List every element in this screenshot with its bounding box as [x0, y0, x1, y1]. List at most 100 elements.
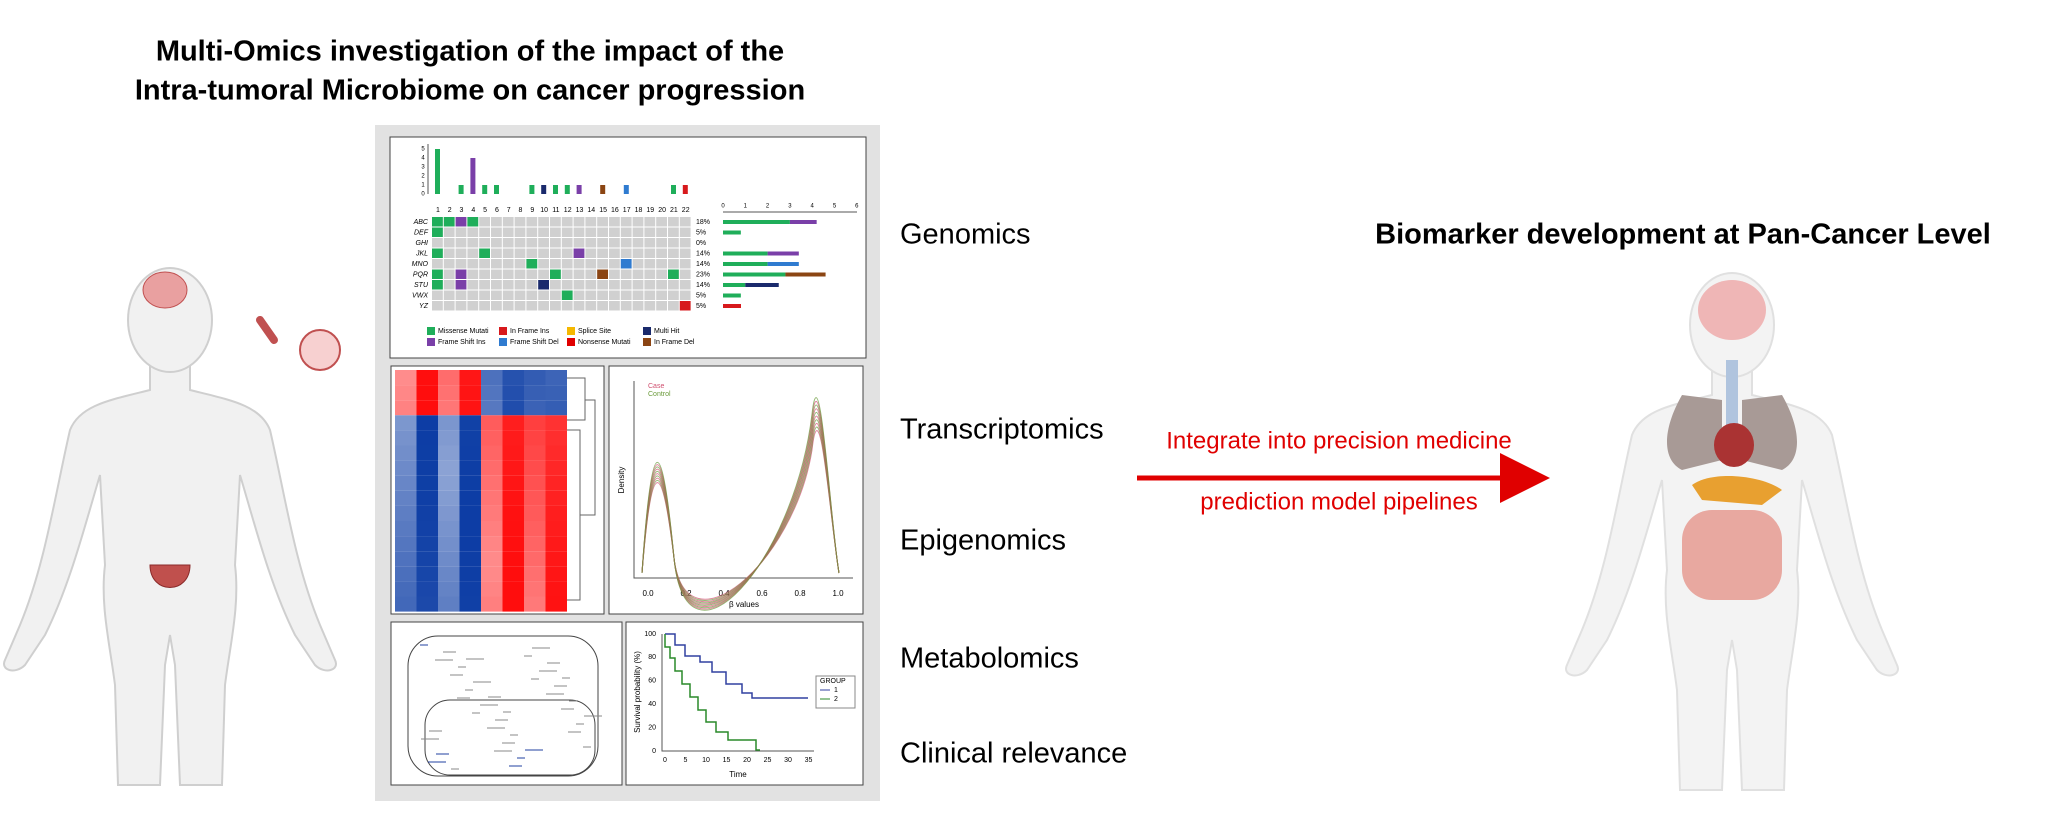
gene-label: MNO: [412, 261, 429, 268]
axis-label: 4: [421, 156, 425, 162]
heatmap-cell: [524, 536, 546, 552]
heatmap-cell: [481, 475, 503, 491]
heatmap-cell: [459, 551, 481, 567]
omics-label: Metabolomics: [900, 643, 1079, 675]
side-bar: [767, 262, 799, 266]
percent-label: 14%: [696, 282, 710, 289]
legend-swatch: [499, 327, 507, 335]
top-bar: [529, 185, 535, 194]
heatmap-cell: [481, 536, 503, 552]
column-label: 13: [576, 207, 584, 214]
grid-cell: [514, 301, 526, 311]
heatmap-cell: [395, 445, 417, 461]
grid-cell: [644, 238, 656, 248]
axis-label: 6: [855, 204, 859, 210]
axis-line: [633, 381, 853, 579]
heatmap-cell: [481, 415, 503, 431]
grid-cell: [573, 269, 585, 279]
y-axis-label: Density: [617, 467, 626, 494]
mutation-cell: [550, 269, 561, 279]
grid-cell: [502, 290, 514, 300]
heatmap-cell: [524, 460, 546, 476]
top-bar: [623, 185, 629, 194]
heatmap-cell: [545, 430, 567, 446]
grid-cell: [479, 280, 490, 290]
grid-cell: [467, 280, 479, 290]
grid-cell: [467, 290, 479, 300]
side-bar: [767, 251, 799, 256]
grid-cell: [573, 227, 585, 237]
heatmap-cell: [524, 566, 546, 582]
right-title: Biomarker development at Pan-Cancer Leve…: [1375, 219, 1991, 251]
heatmap-cell: [481, 385, 503, 401]
column-label: 22: [682, 207, 690, 214]
heatmap-cell: [438, 475, 460, 491]
grid-cell: [597, 280, 608, 290]
heatmap-cell: [545, 596, 567, 612]
grid-cell: [514, 217, 526, 227]
column-label: 17: [623, 207, 631, 214]
heatmap-cell: [524, 521, 546, 537]
grid-cell: [538, 269, 549, 279]
heatmap-cell: [524, 385, 546, 401]
grid-cell: [479, 259, 490, 269]
heatmap-cell: [438, 430, 460, 446]
heatmap-cell: [545, 385, 567, 401]
axis-label: 1: [421, 183, 425, 189]
heatmap-cell: [481, 581, 503, 597]
x-axis-label: Time: [729, 770, 747, 779]
grid-cell: [432, 290, 443, 300]
grid-cell: [514, 227, 526, 237]
top-bar: [470, 158, 476, 194]
grid-cell: [644, 227, 656, 237]
column-label: 7: [507, 207, 511, 214]
grid-cell: [538, 259, 549, 269]
grid-cell: [632, 301, 644, 311]
heatmap-cell: [481, 490, 503, 506]
heatmap-cell: [438, 521, 460, 537]
grid-cell: [467, 248, 479, 258]
mutation-cell: [620, 259, 632, 269]
side-bar: [723, 230, 741, 235]
grid-cell: [609, 301, 620, 311]
grid-cell: [644, 301, 656, 311]
side-bar: [723, 262, 768, 266]
grid-cell: [597, 217, 608, 227]
grid-cell: [561, 227, 573, 237]
grid-cell: [573, 238, 585, 248]
grid-cell: [443, 238, 455, 248]
heatmap-cell: [395, 385, 417, 401]
heatmap-cell: [459, 521, 481, 537]
heatmap-cell: [502, 400, 524, 416]
top-bar: [564, 185, 570, 194]
heatmap-cell: [395, 430, 417, 446]
heatmap-cell: [481, 505, 503, 521]
axis-label: 0: [721, 204, 725, 210]
grid-cell: [668, 217, 679, 227]
heatmap-cell: [481, 400, 503, 416]
side-bar: [723, 293, 741, 298]
grid-cell: [550, 217, 561, 227]
top-bar: [482, 185, 488, 194]
heatmap-cell: [524, 400, 546, 416]
mutation-cell: [561, 290, 573, 300]
grid-cell: [443, 259, 455, 269]
legend-swatch: [567, 338, 575, 346]
side-bar: [723, 220, 790, 224]
grid-cell: [609, 248, 620, 258]
grid-cell: [479, 217, 490, 227]
heatmap-cell: [416, 551, 438, 567]
grid-cell: [668, 227, 679, 237]
side-bar: [723, 304, 741, 308]
heatmap-cell: [438, 536, 460, 552]
top-bar: [682, 185, 688, 194]
grid-cell: [561, 238, 573, 248]
heatmap-cell: [545, 445, 567, 461]
heatmap-cell: [438, 400, 460, 416]
heatmap-cell: [481, 521, 503, 537]
grid-cell: [679, 238, 691, 248]
mutation-cell: [432, 269, 443, 279]
dendrogram: [567, 377, 596, 601]
grid-cell: [609, 217, 620, 227]
grid-cell: [620, 301, 632, 311]
